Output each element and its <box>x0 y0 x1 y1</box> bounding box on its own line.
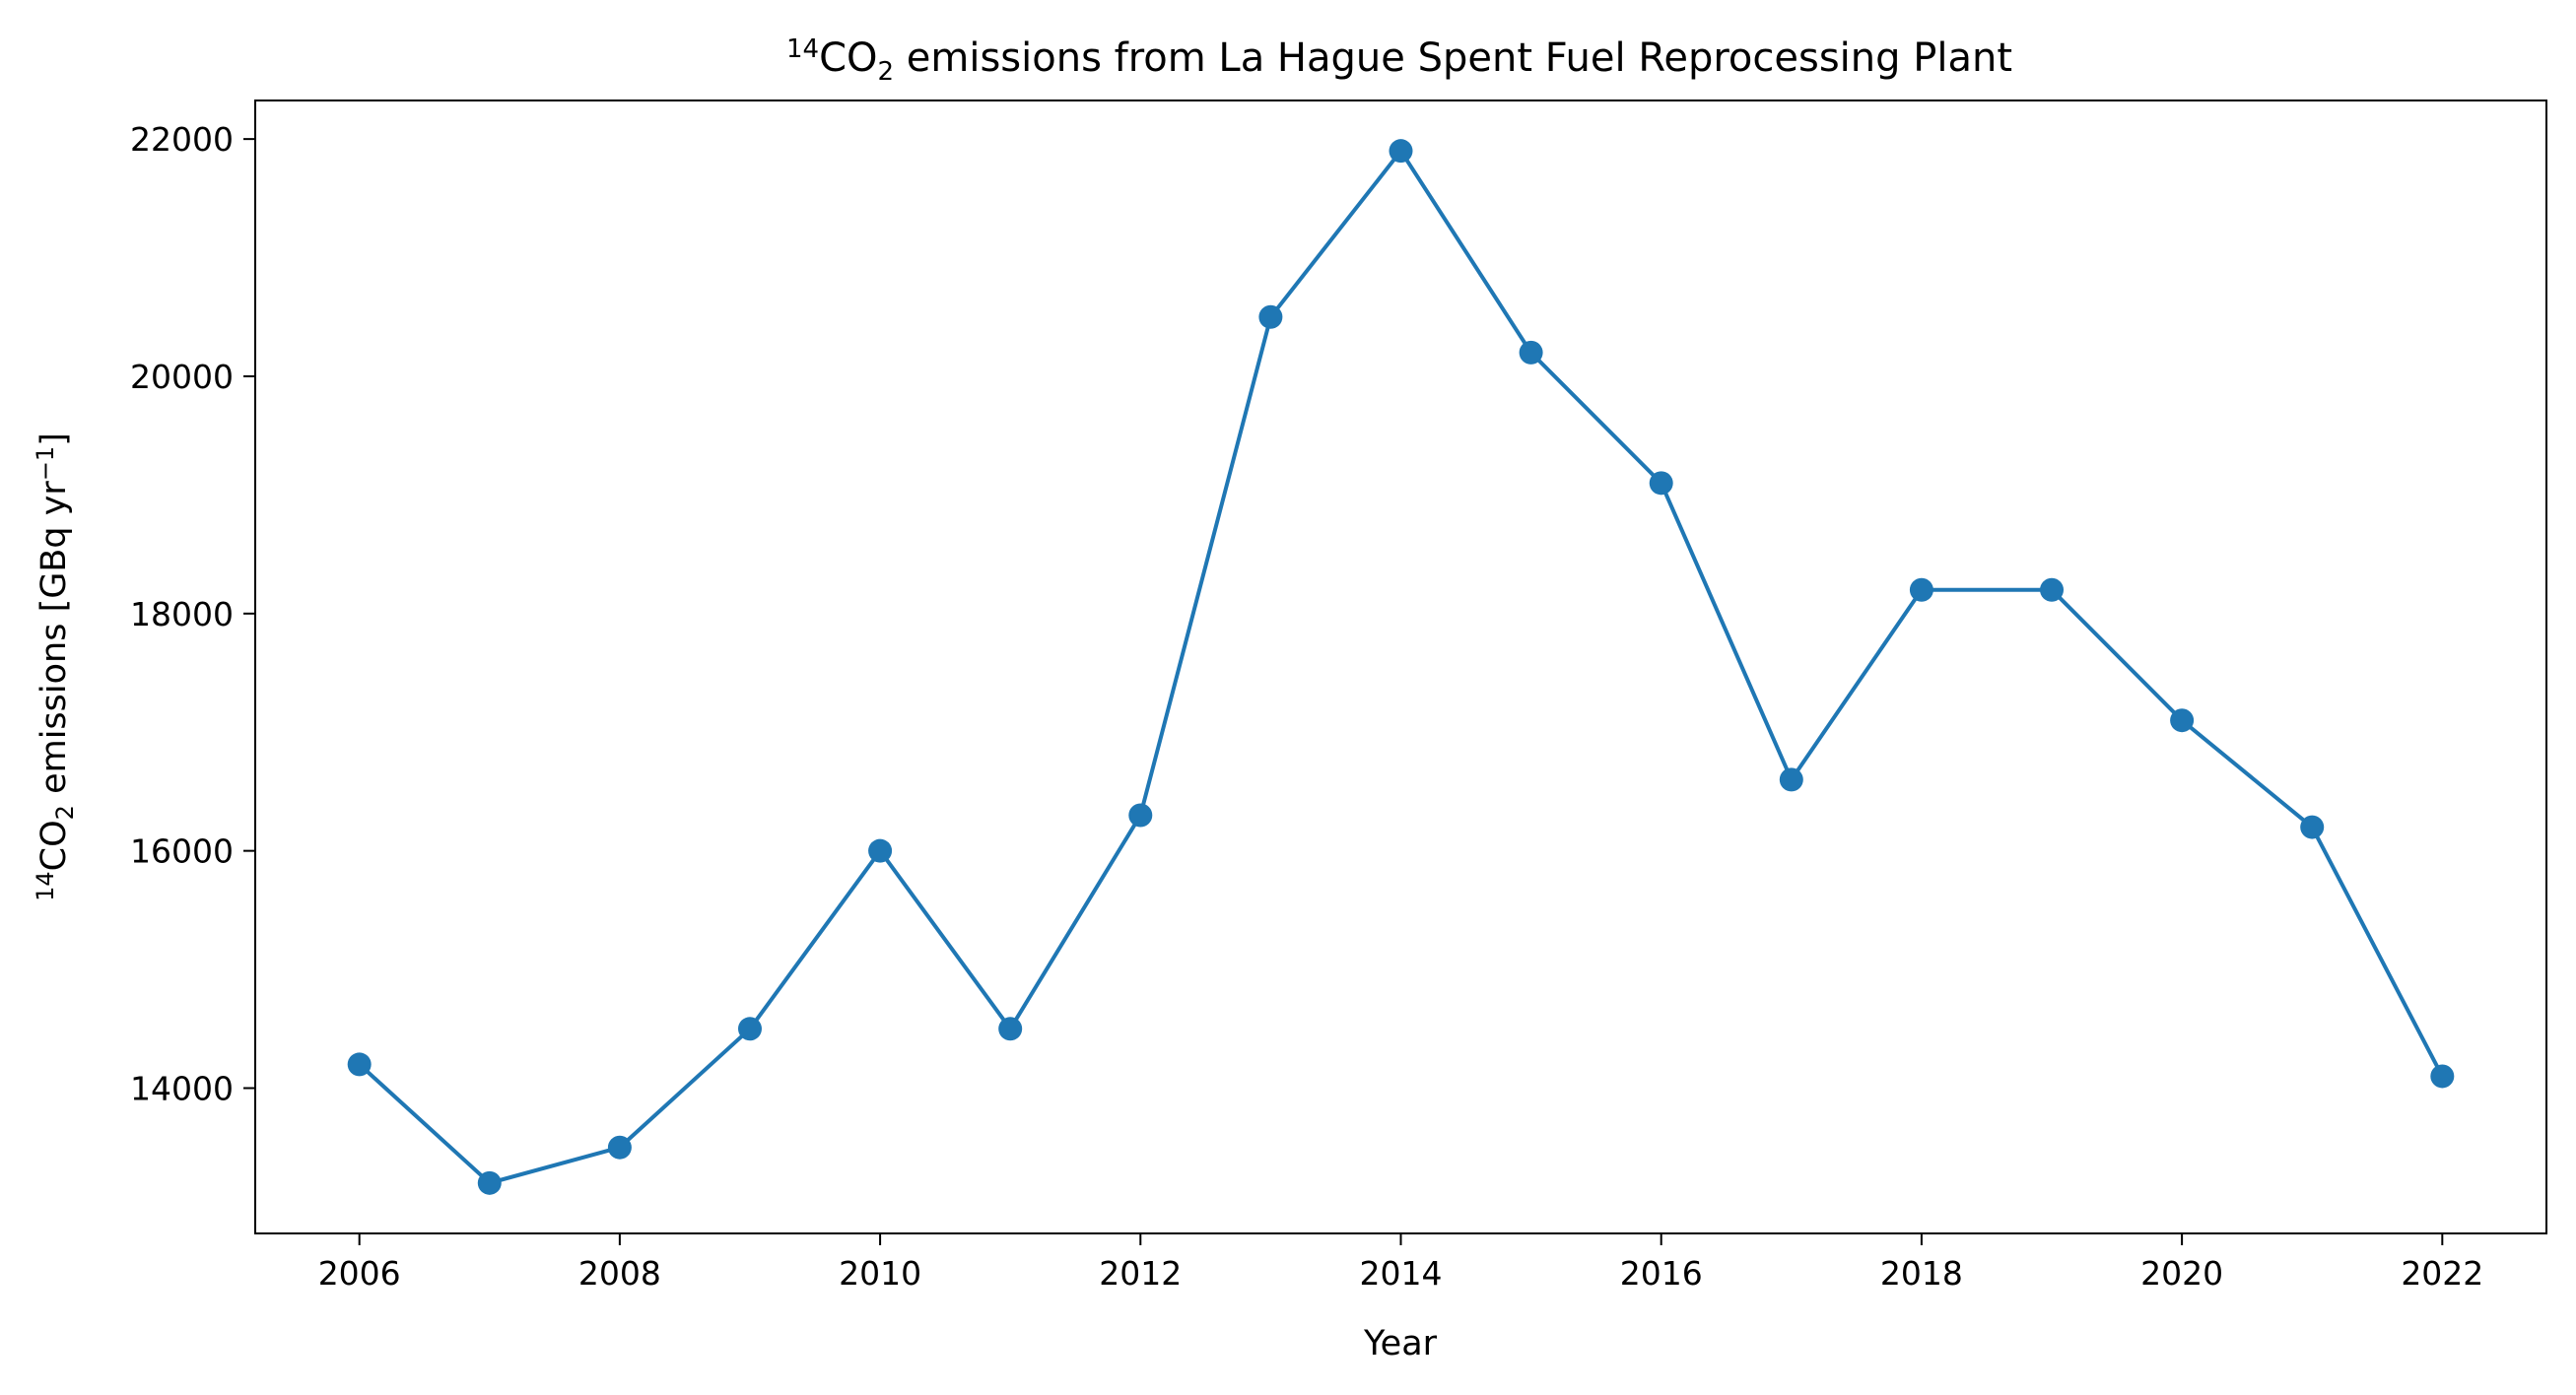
y-axis-label: 14CO2 emissions [GBq yr−1] <box>32 432 79 901</box>
series-layer <box>347 139 2455 1195</box>
data-point <box>1128 803 1153 828</box>
x-axis-label: Year <box>1363 1324 1438 1363</box>
data-point <box>2430 1064 2455 1089</box>
x-tick-label: 2010 <box>839 1254 921 1293</box>
data-point <box>2300 815 2325 839</box>
data-point <box>1258 304 1283 329</box>
x-tick-label: 2018 <box>1880 1254 1963 1293</box>
data-point <box>737 1017 762 1041</box>
x-axis: 2006 2008 2010 2012 2014 2016 2018 2020 2022 <box>318 1233 2483 1293</box>
chart-title: 14CO2 emissions from La Hague Spent Fuel… <box>786 34 2012 87</box>
data-point <box>998 1017 1023 1041</box>
data-point <box>1909 577 1933 602</box>
x-tick-label: 2016 <box>1620 1254 1703 1293</box>
x-tick-label: 2020 <box>2140 1254 2223 1293</box>
x-tick-label: 2006 <box>318 1254 401 1293</box>
data-point <box>2170 708 2195 733</box>
data-point <box>607 1135 632 1160</box>
x-tick-label: 2022 <box>2401 1254 2483 1293</box>
y-tick-label: 16000 <box>130 832 234 871</box>
y-tick-label: 18000 <box>130 595 234 633</box>
data-point <box>1779 767 1803 792</box>
data-point <box>477 1170 502 1195</box>
y-tick-label: 22000 <box>130 120 234 159</box>
y-tick-label: 20000 <box>130 358 234 396</box>
x-tick-label: 2008 <box>578 1254 661 1293</box>
x-tick-label: 2012 <box>1099 1254 1182 1293</box>
data-point <box>1649 471 1673 496</box>
y-axis: 14000 16000 18000 20000 22000 <box>130 120 255 1107</box>
x-tick-label: 2014 <box>1360 1254 1443 1293</box>
data-point <box>1519 340 1543 365</box>
y-tick-label: 14000 <box>130 1069 234 1107</box>
data-point <box>868 838 893 863</box>
data-point <box>1389 139 1413 164</box>
data-point <box>347 1052 372 1077</box>
data-point <box>2040 577 2065 602</box>
